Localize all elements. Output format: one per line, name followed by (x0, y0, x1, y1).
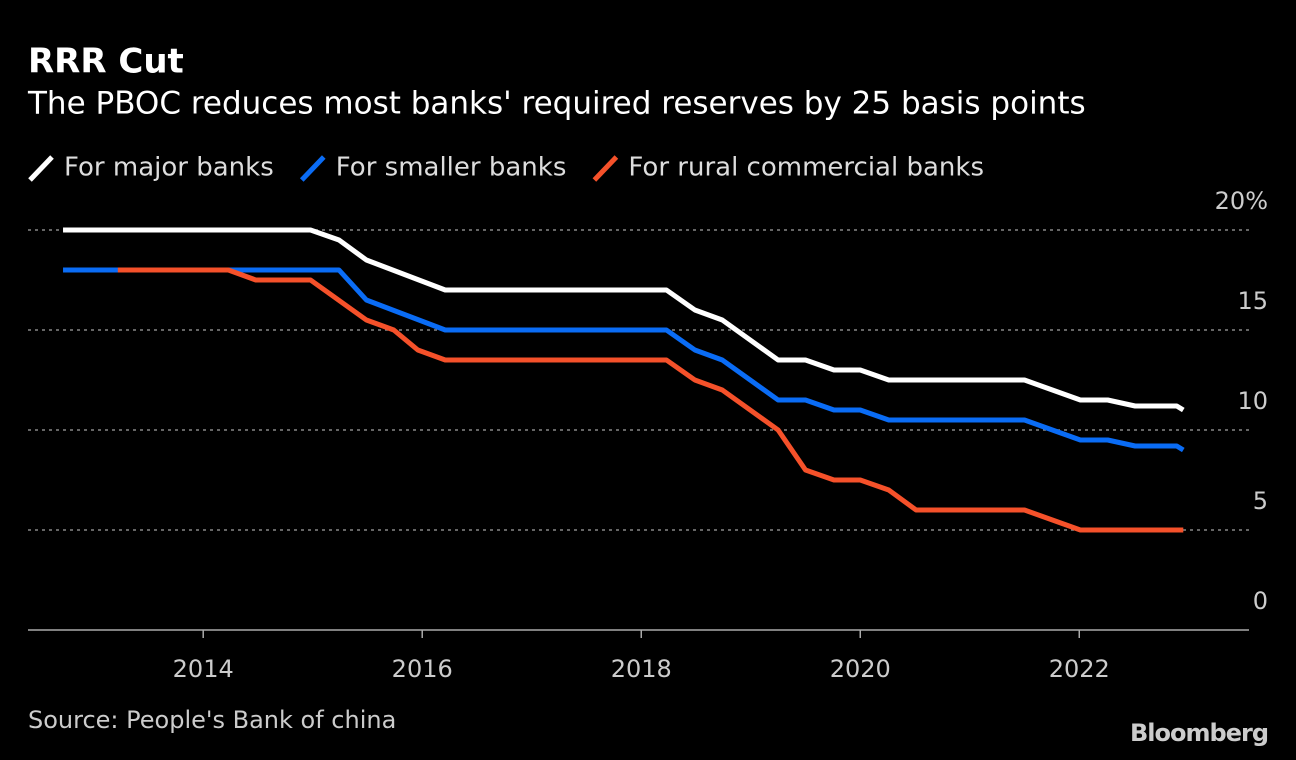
series-line (63, 227, 1185, 413)
chart-title: RRR Cut (28, 42, 184, 82)
y-tick-label: 10 (1237, 387, 1268, 415)
x-tick-label: 2020 (830, 655, 891, 683)
legend-swatch (592, 155, 619, 182)
brand: Bloomberg (1130, 719, 1268, 747)
chart-subtitle: The PBOC reduces most banks' required re… (27, 86, 1086, 122)
series-line (117, 267, 1184, 533)
legend-swatch (28, 155, 54, 182)
x-tick-label: 2018 (611, 655, 672, 683)
x-tick-label: 2014 (173, 655, 234, 683)
legend-swatch (299, 155, 326, 182)
y-tick-label: 5 (1253, 487, 1268, 515)
y-tick-label: 20% (1215, 187, 1268, 215)
legend-label: For major banks (64, 153, 274, 183)
source: Source: People's Bank of china (28, 706, 396, 734)
y-tick-label: 0 (1253, 587, 1268, 615)
legend-label: For rural commercial banks (628, 153, 984, 183)
legend-label: For smaller banks (336, 153, 567, 183)
x-tick-label: 2022 (1049, 655, 1110, 683)
x-tick-label: 2016 (392, 655, 453, 683)
y-tick-label: 15 (1237, 287, 1268, 315)
series-line (63, 267, 1185, 453)
